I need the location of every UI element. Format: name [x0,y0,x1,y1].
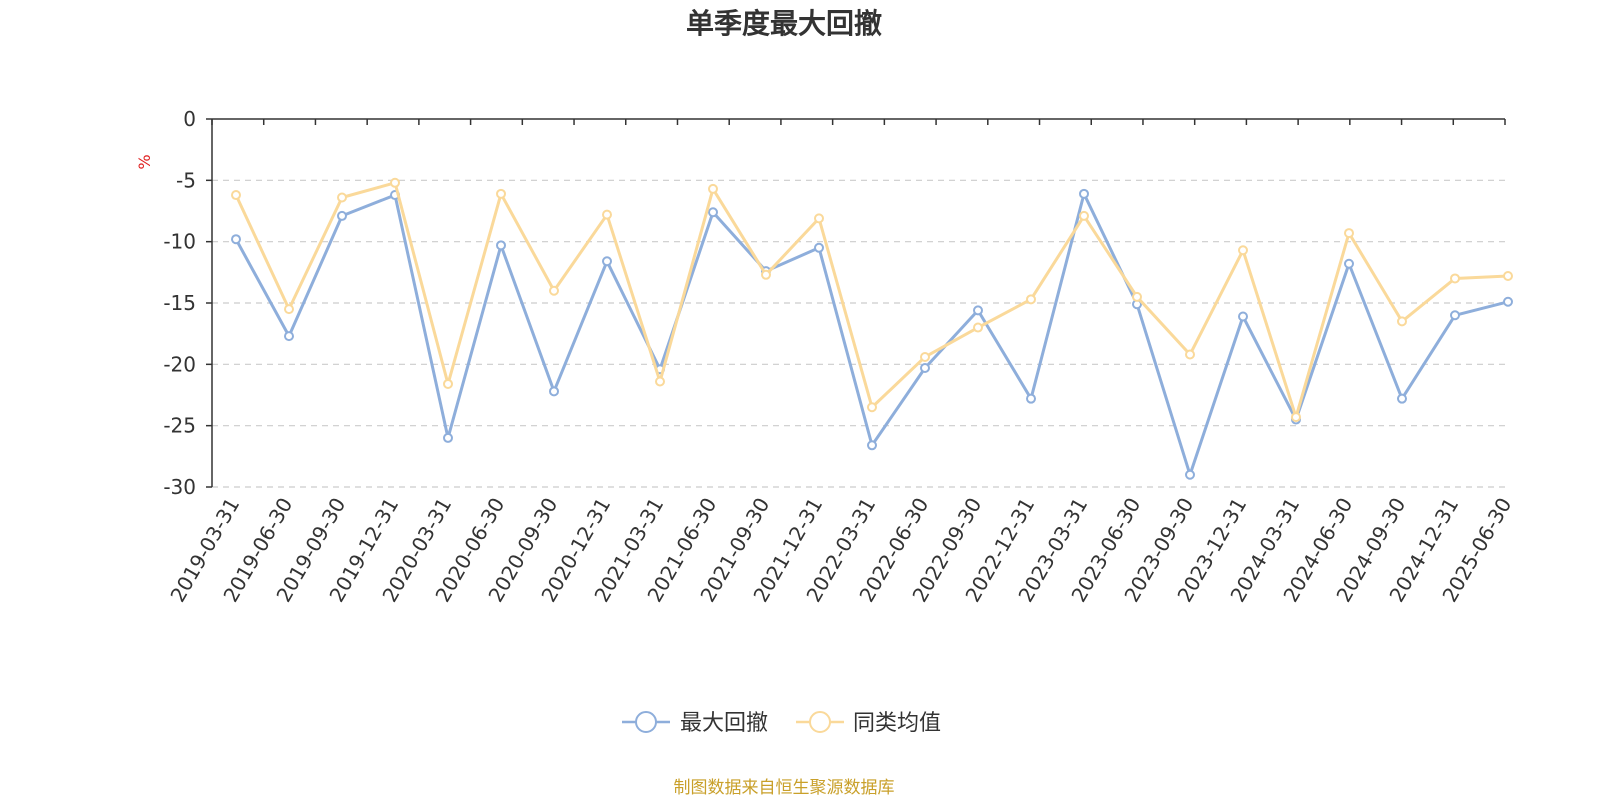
y-tick-labels: 0 -5 -10 -15 -20 -25 -30 [163,107,196,499]
series-lines [231,177,1513,480]
legend-swatch-marker [635,711,657,733]
legend: 最大回撤 同类均值 [622,711,941,736]
data-point[interactable] [1503,271,1513,282]
data-point[interactable] [1079,210,1089,221]
data-point[interactable] [549,285,559,296]
data-point[interactable] [337,192,347,203]
data-point[interactable] [602,209,612,220]
data-point[interactable] [337,210,347,221]
y-axis-unit-label: % [135,154,154,169]
y-tick-label: -20 [163,352,196,376]
data-point[interactable] [1503,296,1513,307]
legend-swatch-marker [809,711,831,733]
data-point[interactable] [1291,412,1301,423]
data-point[interactable] [284,304,294,315]
data-point[interactable] [1132,291,1142,302]
legend-item[interactable]: 同类均值 [796,711,941,736]
axes [206,118,1506,488]
data-point[interactable] [1238,311,1248,322]
data-point[interactable] [1450,273,1460,284]
data-point[interactable] [1344,258,1354,269]
data-point[interactable] [1344,228,1354,239]
y-tick-label: 0 [183,107,196,131]
data-point[interactable] [920,351,930,362]
data-point[interactable] [1450,310,1460,321]
data-point[interactable] [1397,316,1407,327]
data-point[interactable] [284,331,294,342]
data-source-note: 制图数据来自恒生聚源数据库 [674,778,895,798]
data-point[interactable] [1238,245,1248,256]
legend-label: 同类均值 [853,711,941,736]
series-2 [231,177,1513,423]
legend-label: 最大回撤 [680,711,768,736]
y-tick-label: -15 [163,291,196,315]
data-point[interactable] [920,363,930,374]
data-point[interactable] [1397,393,1407,404]
y-tick-label: -10 [163,230,196,254]
series-line [234,192,1510,477]
data-point[interactable] [814,242,824,253]
data-point[interactable] [1026,294,1036,305]
data-point[interactable] [443,432,453,443]
data-point[interactable] [231,190,241,201]
data-point[interactable] [761,269,771,280]
data-point[interactable] [973,322,983,333]
x-tick-labels: 2019-03-312019-06-302019-09-302019-12-31… [165,494,1516,607]
data-point[interactable] [1026,393,1036,404]
data-point[interactable] [602,256,612,267]
y-tick-label: -5 [176,168,196,192]
data-point[interactable] [655,376,665,387]
data-point[interactable] [1185,469,1195,480]
data-point[interactable] [867,402,877,413]
data-point[interactable] [867,440,877,451]
legend-item[interactable]: 最大回撤 [622,711,768,736]
data-point[interactable] [814,213,824,224]
y-tick-label: -25 [163,414,196,438]
data-point[interactable] [708,183,718,194]
data-point[interactable] [1185,349,1195,360]
data-point[interactable] [1079,188,1089,199]
data-point[interactable] [973,305,983,316]
data-point[interactable] [231,234,241,245]
y-tick-label: -30 [163,475,196,499]
data-point[interactable] [443,378,453,389]
data-point[interactable] [708,207,718,218]
chart-title: 单季度最大回撤 [686,7,882,40]
data-point[interactable] [496,240,506,251]
data-point[interactable] [390,177,400,188]
series-line [234,181,1510,419]
data-point[interactable] [496,188,506,199]
data-point[interactable] [549,386,559,397]
